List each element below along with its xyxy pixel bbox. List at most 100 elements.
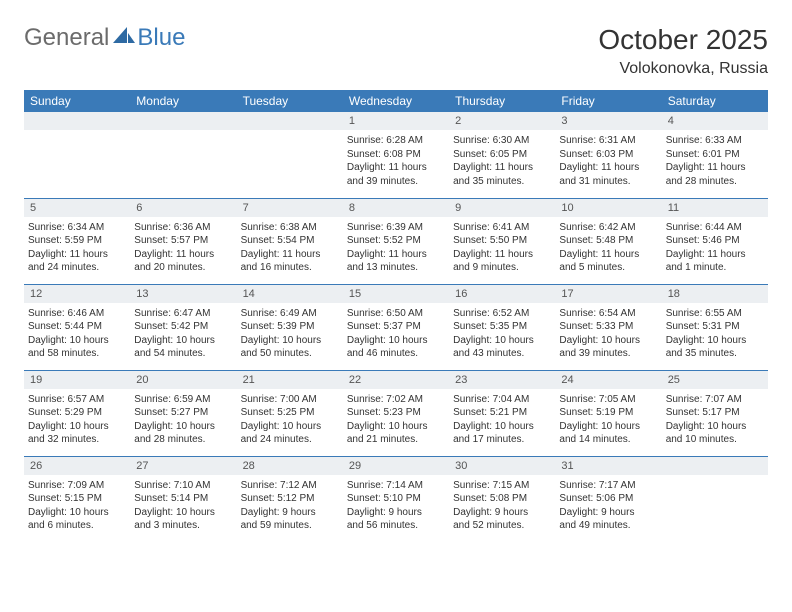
day-detail-line: Sunrise: 6:47 AM bbox=[134, 307, 230, 321]
day-number: 27 bbox=[130, 457, 236, 475]
weekday-header: Monday bbox=[130, 90, 236, 112]
day-details: Sunrise: 6:33 AMSunset: 6:01 PMDaylight:… bbox=[662, 130, 768, 194]
calendar-cell: 22Sunrise: 7:02 AMSunset: 5:23 PMDayligh… bbox=[343, 370, 449, 456]
day-detail-line: and 31 minutes. bbox=[559, 175, 655, 189]
day-detail-line: Sunset: 5:23 PM bbox=[347, 406, 443, 420]
day-detail-line: Sunset: 5:54 PM bbox=[241, 234, 337, 248]
day-detail-line: Sunset: 5:46 PM bbox=[666, 234, 762, 248]
day-details: Sunrise: 7:04 AMSunset: 5:21 PMDaylight:… bbox=[449, 389, 555, 453]
day-details: Sunrise: 6:42 AMSunset: 5:48 PMDaylight:… bbox=[555, 217, 661, 281]
day-details: Sunrise: 6:34 AMSunset: 5:59 PMDaylight:… bbox=[24, 217, 130, 281]
day-detail-line: Daylight: 11 hours bbox=[241, 248, 337, 262]
day-details: Sunrise: 6:55 AMSunset: 5:31 PMDaylight:… bbox=[662, 303, 768, 367]
weekday-header: Saturday bbox=[662, 90, 768, 112]
weekday-header: Wednesday bbox=[343, 90, 449, 112]
day-number: 3 bbox=[555, 112, 661, 130]
day-detail-line: Daylight: 10 hours bbox=[28, 334, 124, 348]
calendar-cell: 7Sunrise: 6:38 AMSunset: 5:54 PMDaylight… bbox=[237, 198, 343, 284]
day-details: Sunrise: 7:07 AMSunset: 5:17 PMDaylight:… bbox=[662, 389, 768, 453]
day-details: Sunrise: 6:52 AMSunset: 5:35 PMDaylight:… bbox=[449, 303, 555, 367]
day-detail-line: Daylight: 10 hours bbox=[134, 506, 230, 520]
calendar-cell bbox=[237, 112, 343, 198]
day-detail-line: Sunset: 5:50 PM bbox=[453, 234, 549, 248]
day-detail-line: Sunset: 5:25 PM bbox=[241, 406, 337, 420]
day-details: Sunrise: 6:44 AMSunset: 5:46 PMDaylight:… bbox=[662, 217, 768, 281]
day-detail-line: and 32 minutes. bbox=[28, 433, 124, 447]
day-detail-line: Daylight: 11 hours bbox=[559, 161, 655, 175]
calendar-cell: 25Sunrise: 7:07 AMSunset: 5:17 PMDayligh… bbox=[662, 370, 768, 456]
day-number: 17 bbox=[555, 285, 661, 303]
day-detail-line: Sunrise: 6:52 AM bbox=[453, 307, 549, 321]
day-detail-line: Daylight: 10 hours bbox=[666, 334, 762, 348]
day-detail-line: Sunrise: 6:41 AM bbox=[453, 221, 549, 235]
day-detail-line: Sunset: 5:59 PM bbox=[28, 234, 124, 248]
day-detail-line: Sunrise: 7:15 AM bbox=[453, 479, 549, 493]
day-details: Sunrise: 7:12 AMSunset: 5:12 PMDaylight:… bbox=[237, 475, 343, 539]
day-detail-line: and 35 minutes. bbox=[666, 347, 762, 361]
day-detail-line: and 28 minutes. bbox=[666, 175, 762, 189]
day-number: 11 bbox=[662, 199, 768, 217]
day-detail-line: Sunrise: 6:39 AM bbox=[347, 221, 443, 235]
day-detail-line: Sunset: 5:33 PM bbox=[559, 320, 655, 334]
day-detail-line: and 5 minutes. bbox=[559, 261, 655, 275]
day-details: Sunrise: 7:05 AMSunset: 5:19 PMDaylight:… bbox=[555, 389, 661, 453]
day-detail-line: and 39 minutes. bbox=[559, 347, 655, 361]
day-detail-line: Daylight: 11 hours bbox=[28, 248, 124, 262]
calendar-cell: 30Sunrise: 7:15 AMSunset: 5:08 PMDayligh… bbox=[449, 456, 555, 542]
day-number: 29 bbox=[343, 457, 449, 475]
day-number: 10 bbox=[555, 199, 661, 217]
day-detail-line: and 16 minutes. bbox=[241, 261, 337, 275]
day-number bbox=[237, 112, 343, 130]
day-detail-line: Daylight: 11 hours bbox=[559, 248, 655, 262]
day-detail-line: Sunrise: 7:00 AM bbox=[241, 393, 337, 407]
day-detail-line: and 28 minutes. bbox=[134, 433, 230, 447]
calendar-cell: 3Sunrise: 6:31 AMSunset: 6:03 PMDaylight… bbox=[555, 112, 661, 198]
day-detail-line: Sunset: 5:52 PM bbox=[347, 234, 443, 248]
day-detail-line: Daylight: 9 hours bbox=[559, 506, 655, 520]
calendar-cell: 20Sunrise: 6:59 AMSunset: 5:27 PMDayligh… bbox=[130, 370, 236, 456]
calendar-week-row: 12Sunrise: 6:46 AMSunset: 5:44 PMDayligh… bbox=[24, 284, 768, 370]
day-details: Sunrise: 6:41 AMSunset: 5:50 PMDaylight:… bbox=[449, 217, 555, 281]
calendar-cell: 19Sunrise: 6:57 AMSunset: 5:29 PMDayligh… bbox=[24, 370, 130, 456]
day-detail-line: Sunrise: 6:33 AM bbox=[666, 134, 762, 148]
day-detail-line: Daylight: 11 hours bbox=[134, 248, 230, 262]
day-detail-line: Sunset: 5:14 PM bbox=[134, 492, 230, 506]
day-detail-line: Sunrise: 6:49 AM bbox=[241, 307, 337, 321]
day-detail-line: Sunrise: 6:28 AM bbox=[347, 134, 443, 148]
calendar-table: Sunday Monday Tuesday Wednesday Thursday… bbox=[24, 90, 768, 542]
title-block: October 2025 Volokonovka, Russia bbox=[598, 24, 768, 78]
day-detail-line: Sunrise: 7:07 AM bbox=[666, 393, 762, 407]
calendar-cell: 14Sunrise: 6:49 AMSunset: 5:39 PMDayligh… bbox=[237, 284, 343, 370]
weekday-header: Thursday bbox=[449, 90, 555, 112]
day-detail-line: Sunrise: 7:09 AM bbox=[28, 479, 124, 493]
day-detail-line: Daylight: 10 hours bbox=[134, 334, 230, 348]
day-detail-line: and 13 minutes. bbox=[347, 261, 443, 275]
day-number bbox=[662, 457, 768, 475]
day-detail-line: Sunrise: 6:55 AM bbox=[666, 307, 762, 321]
day-number: 1 bbox=[343, 112, 449, 130]
day-details: Sunrise: 6:59 AMSunset: 5:27 PMDaylight:… bbox=[130, 389, 236, 453]
calendar-cell: 27Sunrise: 7:10 AMSunset: 5:14 PMDayligh… bbox=[130, 456, 236, 542]
day-detail-line: and 56 minutes. bbox=[347, 519, 443, 533]
day-detail-line: Sunset: 5:57 PM bbox=[134, 234, 230, 248]
day-detail-line: Sunset: 5:12 PM bbox=[241, 492, 337, 506]
logo-text-general: General bbox=[24, 24, 109, 52]
calendar-cell: 18Sunrise: 6:55 AMSunset: 5:31 PMDayligh… bbox=[662, 284, 768, 370]
day-details: Sunrise: 6:39 AMSunset: 5:52 PMDaylight:… bbox=[343, 217, 449, 281]
day-detail-line: Daylight: 9 hours bbox=[347, 506, 443, 520]
day-number: 15 bbox=[343, 285, 449, 303]
day-detail-line: Sunrise: 7:02 AM bbox=[347, 393, 443, 407]
day-detail-line: Daylight: 10 hours bbox=[134, 420, 230, 434]
day-detail-line: Sunrise: 6:50 AM bbox=[347, 307, 443, 321]
day-number: 2 bbox=[449, 112, 555, 130]
logo-text-blue: Blue bbox=[137, 24, 185, 52]
calendar-week-row: 19Sunrise: 6:57 AMSunset: 5:29 PMDayligh… bbox=[24, 370, 768, 456]
day-detail-line: Sunrise: 6:44 AM bbox=[666, 221, 762, 235]
day-detail-line: Sunset: 5:19 PM bbox=[559, 406, 655, 420]
calendar-cell: 9Sunrise: 6:41 AMSunset: 5:50 PMDaylight… bbox=[449, 198, 555, 284]
day-details: Sunrise: 7:09 AMSunset: 5:15 PMDaylight:… bbox=[24, 475, 130, 539]
day-detail-line: and 50 minutes. bbox=[241, 347, 337, 361]
calendar-cell: 11Sunrise: 6:44 AMSunset: 5:46 PMDayligh… bbox=[662, 198, 768, 284]
header: General Blue October 2025 Volokonovka, R… bbox=[24, 24, 768, 78]
day-detail-line: Daylight: 11 hours bbox=[453, 161, 549, 175]
